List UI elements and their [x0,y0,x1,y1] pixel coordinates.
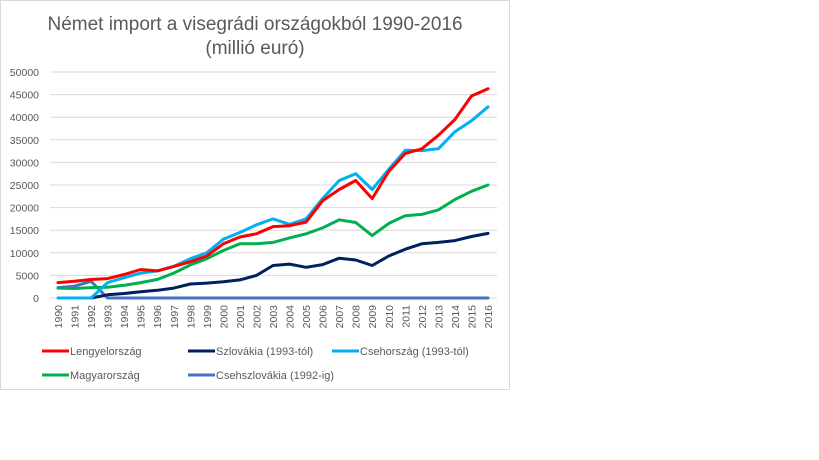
y-tick-label: 10000 [10,248,39,260]
chart-area [0,0,510,390]
legend-label: Szlovákia (1993-tól) [216,346,313,358]
x-tick-label: 2016 [483,305,495,329]
x-tick-label: 2005 [301,305,313,329]
legend-label: Csehszlovákia (1992-ig) [216,370,334,382]
series-lines [56,87,490,300]
x-tick-label: 1999 [202,305,214,329]
series-line-0 [56,87,490,285]
y-tick-label: 5000 [16,270,40,282]
x-tick-label: 2009 [367,305,379,329]
legend-item: Csehszlovákia (1992-ig) [188,370,334,382]
x-tick-label: 2008 [351,305,363,329]
legend-label: Magyarország [70,370,140,382]
series-line-2 [56,105,490,300]
x-tick-label: 1993 [103,305,115,329]
x-tick-label: 1995 [136,305,148,329]
y-tick-label: 50000 [10,67,39,79]
legend-label: Csehország (1993-tól) [360,346,469,358]
x-tick-label: 1992 [86,305,98,329]
series-line-3 [56,183,490,290]
y-axis-ticks: 0 5000 10000 15000 20000 25000 30000 35000 40000… [10,67,39,305]
x-tick-label: 2007 [334,305,346,329]
legend-item: Szlovákia (1993-tól) [188,346,313,358]
x-tick-label: 1997 [169,305,181,329]
legend-label: Lengyelország [70,346,142,358]
x-tick-label: 2012 [417,305,429,329]
x-tick-label: 2010 [384,305,396,329]
y-tick-label: 15000 [10,225,39,237]
x-tick-label: 2006 [318,305,330,329]
x-tick-label: 2000 [218,305,230,329]
x-tick-label: 1994 [119,305,131,329]
y-tick-label: 20000 [10,203,39,215]
x-tick-label: 2011 [400,305,412,328]
x-tick-label: 1998 [185,305,197,329]
x-tick-label: 1990 [53,305,65,329]
chart-subtitle: (millió euró) [205,38,304,59]
x-tick-label: 2013 [433,305,445,329]
legend: Lengyelország Szlovákia (1993-tól) Csehors… [42,346,469,382]
legend-item: Lengyelország [42,346,142,358]
x-tick-label: 2014 [450,305,462,329]
y-tick-label: 45000 [10,90,39,102]
x-axis-ticks: 1990 1991 1992 1993 1994 1995 1996 1997 1998 1999… [53,305,495,329]
y-tick-label: 40000 [10,112,39,124]
x-tick-label: 2002 [251,305,263,329]
x-tick-label: 2004 [285,305,297,329]
legend-item: Csehország (1993-tól) [332,346,469,358]
series-line-4 [56,279,490,300]
y-tick-label: 35000 [10,135,39,147]
chart-title: Német import a visegrádi országokból 199… [47,14,462,35]
x-tick-label: 1996 [152,305,164,329]
series-line-1 [89,231,490,300]
x-tick-label: 1991 [70,305,82,329]
x-tick-label: 2015 [466,305,478,329]
legend-item: Magyarország [42,370,140,382]
x-tick-label: 2003 [268,305,280,329]
x-tick-label: 2001 [235,305,247,329]
y-tick-label: 0 [33,293,39,305]
y-tick-label: 25000 [10,180,39,192]
y-tick-label: 30000 [10,157,39,169]
